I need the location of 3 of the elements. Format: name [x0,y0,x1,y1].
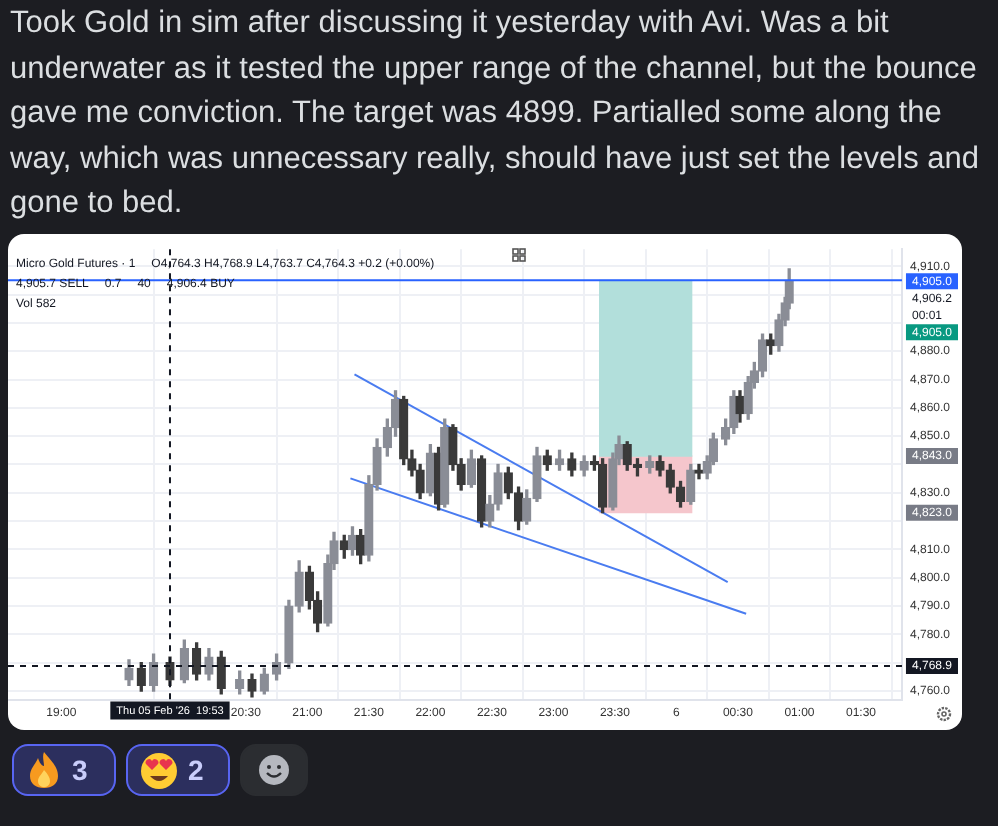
text: 2 [188,754,204,786]
chart-title: Took Gold in sim after discussing it yesterday with Avi. Was a bit underwater as it tested the upper range of the channel, but the bounce gave me conviction. The target was 4899. Partialled some along the way, which was unnecessary really, should have just set the levels and gone to bed. [10,4,981,225]
text: 3 [72,754,88,786]
